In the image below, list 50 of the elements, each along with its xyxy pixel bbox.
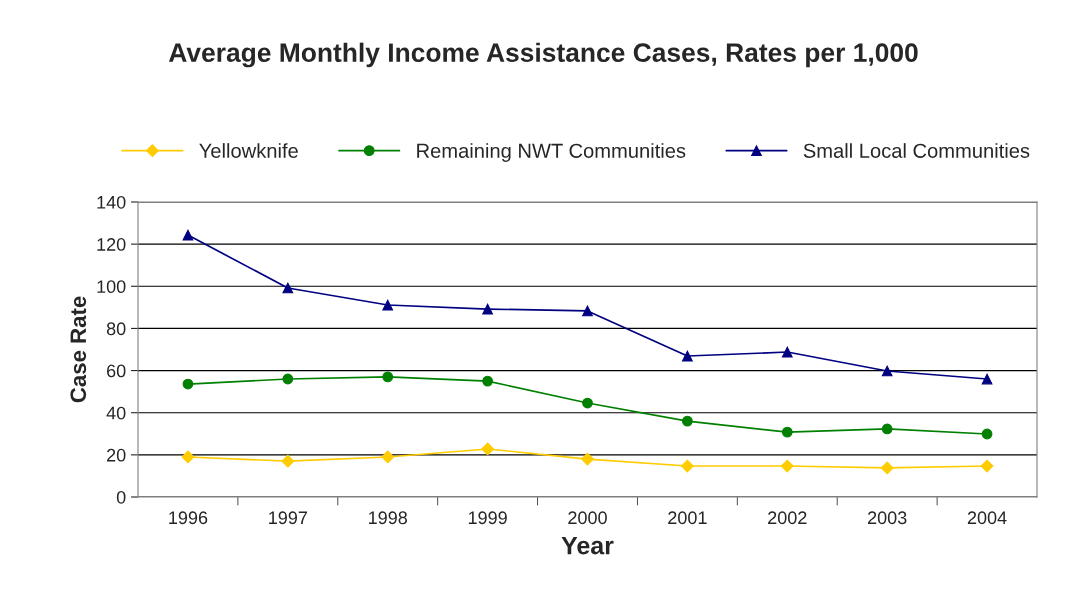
y-tick-label: 100: [97, 280, 126, 294]
y-tick-label: 0: [116, 490, 126, 504]
y-tick-label: 60: [107, 364, 126, 378]
point: [682, 415, 693, 427]
point: [182, 229, 194, 241]
point: [582, 305, 593, 317]
point: [482, 303, 493, 315]
point: [680, 459, 694, 473]
point: [382, 371, 394, 383]
point: [781, 426, 793, 438]
point: [880, 461, 894, 475]
point: [282, 373, 294, 385]
point: [682, 350, 693, 362]
legend-label: Yellowknife: [199, 143, 298, 158]
chart-title: Average Monthly Income Assistance Cases, Rates per 1,000: [168, 42, 918, 68]
x-tick-label: 2001: [668, 511, 707, 525]
x-tick-label: 2004: [967, 511, 1007, 525]
x-axis-title: Year: [561, 536, 614, 555]
point: [381, 450, 395, 464]
point: [881, 423, 893, 435]
point: [981, 373, 993, 385]
x-tick-label: 2003: [867, 511, 907, 525]
point: [181, 450, 195, 464]
point: [281, 454, 295, 468]
point: [881, 365, 893, 377]
x-tick-label: 1998: [369, 511, 408, 525]
y-axis-title: Case Rate: [70, 296, 87, 403]
legend-label: Small Local Communities: [803, 143, 1030, 158]
point: [382, 299, 394, 311]
y-tick-label: 140: [97, 195, 126, 209]
point: [482, 375, 493, 387]
y-tick-label: 20: [107, 448, 126, 462]
point: [780, 459, 794, 473]
point: [582, 397, 593, 409]
y-tick-label: 40: [106, 406, 126, 420]
point: [980, 459, 994, 473]
point: [981, 428, 993, 440]
x-tick-label: 1999: [468, 511, 507, 525]
x-tick-label: 2002: [768, 511, 807, 525]
y-tick-label: 80: [106, 322, 126, 336]
point: [481, 442, 495, 456]
x-tick-label: 2000: [568, 511, 607, 525]
y-tick-label: 120: [97, 238, 126, 251]
point: [781, 346, 793, 358]
point: [182, 378, 194, 390]
x-tick-label: 1996: [169, 511, 208, 525]
point: [581, 452, 594, 466]
legend-label: Remaining NWT Communities: [417, 143, 686, 162]
x-tick-label: 1997: [269, 511, 308, 525]
point: [282, 282, 294, 294]
